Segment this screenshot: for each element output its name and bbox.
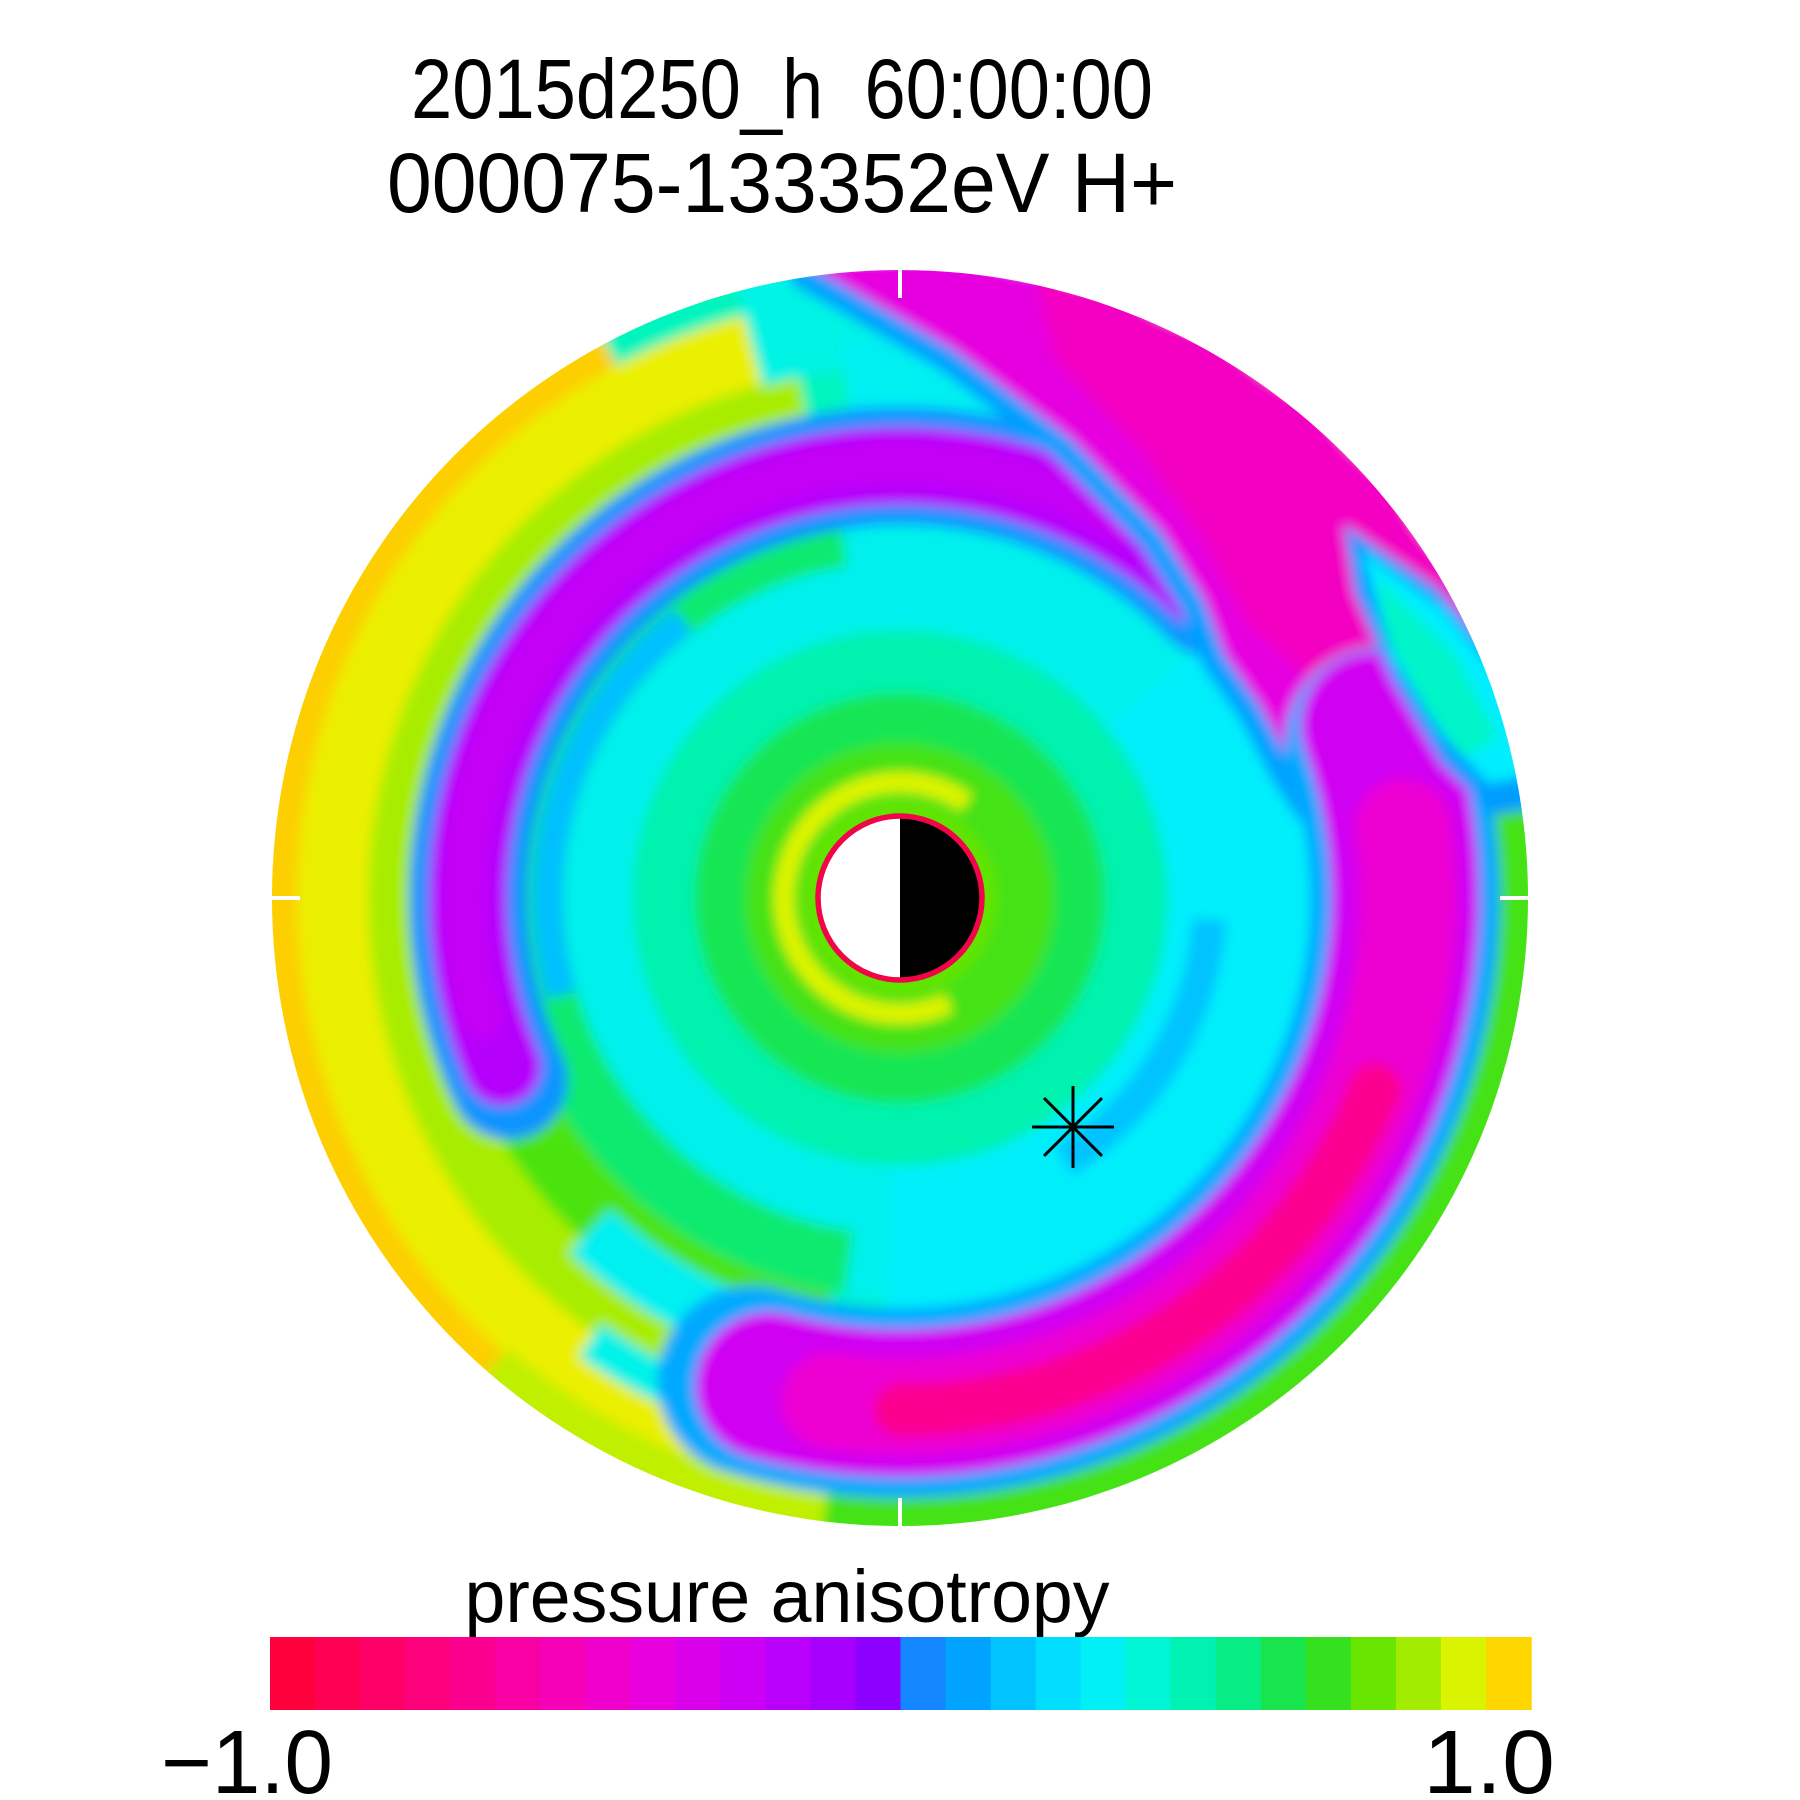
- heatmap-region-core-blend-ring: [632, 630, 1168, 1166]
- colorbar-cell: [1035, 1637, 1082, 1710]
- colorbar-cell: [720, 1637, 767, 1710]
- colorbar-cell: [1080, 1637, 1127, 1710]
- heatmap-region-layers: [272, 270, 1528, 1526]
- colorbar-cell: [585, 1637, 631, 1710]
- colorbar-cell: [810, 1637, 857, 1710]
- colorbar-cell: [765, 1637, 812, 1710]
- colorbar-cell: [900, 1637, 947, 1710]
- colorbar-cell: [495, 1637, 541, 1710]
- colorbar-cell: [1486, 1637, 1532, 1710]
- colorbar-cell: [1395, 1637, 1442, 1710]
- planet-nightside: [900, 816, 982, 980]
- colorbar-cell: [315, 1637, 361, 1710]
- colorbar: [270, 1637, 1532, 1710]
- colorbar-max-label: 1.0: [1423, 1713, 1555, 1800]
- rim-tick-left: [272, 896, 300, 900]
- colorbar-cell: [630, 1637, 676, 1710]
- heatmap-region-east-cyan-field: [884, 616, 1338, 1336]
- heatmap-clip-group: [272, 270, 1528, 1526]
- colorbar-cell: [450, 1637, 496, 1710]
- heatmap-region-main-arm-pink-core: [874, 1063, 1401, 1436]
- heatmap-region-blue-streak-northwest: [533, 608, 693, 1000]
- colorbar-cell: [1170, 1637, 1217, 1710]
- rim-tick-marks: [272, 270, 1528, 1526]
- colorbar-cell: [360, 1637, 406, 1710]
- colorbar-cell: [1350, 1637, 1397, 1710]
- colorbar-cell: [855, 1637, 902, 1710]
- asterisk-arm: [1042, 1096, 1104, 1158]
- heatmap-region-core-yellow-ring: [773, 771, 973, 1024]
- colorbar-min-label: −1.0: [161, 1713, 333, 1800]
- plot-title: 2015d250_h 60:00:00: [411, 42, 1153, 136]
- colorbar-cell: [945, 1637, 992, 1710]
- colorbar-cell: [990, 1637, 1037, 1710]
- colorbar-cell: [1215, 1637, 1262, 1710]
- heatmap-region-west-crescent-yellow: [297, 310, 784, 1486]
- rim-tick-top: [898, 270, 902, 298]
- heatmap-region-inner-arc-core: [442, 440, 1140, 1041]
- plot-subtitle-energy-range: 000075-133352eV H+: [387, 136, 1177, 230]
- heatmap-region-rim-tongue-core: [1376, 576, 1499, 758]
- rim-tick-right: [1500, 896, 1528, 900]
- heatmap-region-northeast-lobe-blue-edge: [789, 270, 1319, 824]
- colorbar-cell: [1260, 1637, 1307, 1710]
- heatmap-region-west-crescent-spring: [499, 502, 854, 1295]
- rim-tick-bottom: [898, 1498, 902, 1526]
- colorbar-cell: [1305, 1637, 1352, 1710]
- colorbar-cell: [1440, 1637, 1487, 1710]
- colorbar-cell: [540, 1637, 586, 1710]
- colorbar-cell: [1125, 1637, 1172, 1710]
- colorbar-cell: [270, 1637, 316, 1710]
- colorbar-cell: [675, 1637, 721, 1710]
- heatmap-region-west-crescent-yellowgreen: [368, 375, 812, 1419]
- colorbar-label: pressure anisotropy: [465, 1555, 1110, 1638]
- colorbar-cell: [405, 1637, 451, 1710]
- observer-asterisk-marker: [1032, 1086, 1114, 1168]
- heatmap-region-blue-streak-southeast: [1055, 918, 1227, 1176]
- planet-ring: [815, 813, 985, 983]
- planet-marker: [815, 813, 985, 983]
